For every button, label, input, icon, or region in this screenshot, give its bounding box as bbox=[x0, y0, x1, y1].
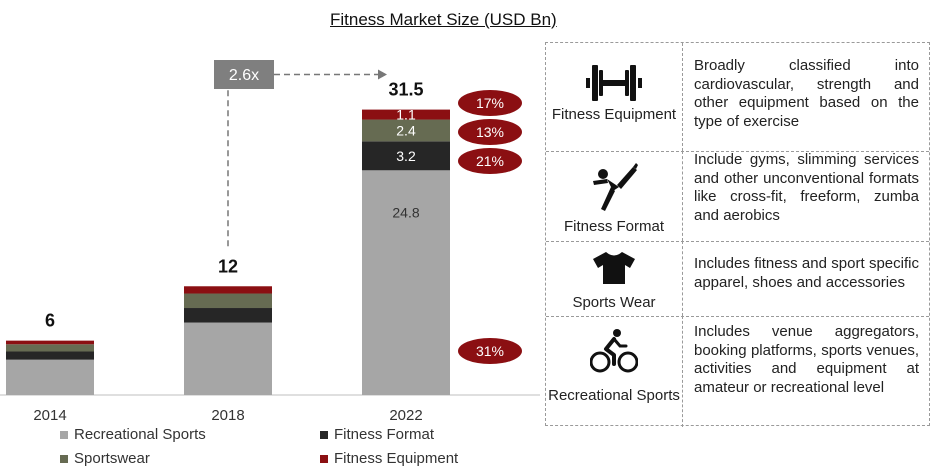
cagr-badge bbox=[458, 119, 522, 145]
icon-cell: Recreational Sports bbox=[546, 316, 683, 427]
row-caption: Fitness Format bbox=[563, 218, 665, 235]
cagr-badge-label: 17% bbox=[476, 95, 504, 111]
tshirt-icon bbox=[593, 252, 635, 284]
panel-row-fitness-format: Fitness Format Include gyms, slimming se… bbox=[546, 151, 929, 241]
cagr-badge-label: 31% bbox=[476, 343, 504, 359]
panel-row-sports-wear: Sports Wear Includes fitness and sport s… bbox=[546, 241, 929, 316]
row-description: Broadly classified into cardiovascular, … bbox=[694, 57, 919, 130]
cyclist-icon bbox=[590, 329, 638, 373]
yoga-pose-icon bbox=[593, 163, 638, 211]
legend-label: Fitness Equipment bbox=[334, 450, 459, 467]
bar-segment-2014-0 bbox=[6, 359, 94, 395]
cagr-badge-label: 21% bbox=[476, 153, 504, 169]
x-tick-label: 2022 bbox=[389, 407, 422, 424]
row-caption: Fitness Equipment bbox=[551, 106, 677, 123]
row-caption: Sports Wear bbox=[572, 294, 656, 311]
bar-segment-2018-2 bbox=[184, 293, 272, 309]
legend-item-format: Fitness Format bbox=[320, 426, 434, 443]
x-tick-label: 2018 bbox=[211, 407, 244, 424]
row-description: Includes fitness and sport specific appa… bbox=[694, 255, 919, 291]
row-description: Include gyms, slimming services and othe… bbox=[694, 151, 919, 224]
cagr-badge bbox=[458, 90, 522, 116]
legend-swatch bbox=[320, 454, 328, 463]
legend-swatch bbox=[60, 454, 68, 463]
growth-multiple-label: 2.6x bbox=[229, 67, 259, 84]
bar-segment-2022-1 bbox=[362, 141, 450, 171]
row-description: Includes venue aggregators, booking plat… bbox=[694, 323, 919, 396]
stacked-bar-chart: 2014 6 2018 12 2022 31.5 24.8 3.2 2.41.1 17% 13% 21… bbox=[0, 60, 540, 424]
bar-segment-2022-2 bbox=[362, 119, 450, 142]
legend-label: Sportswear bbox=[74, 450, 150, 467]
bar-segment-2018-1 bbox=[184, 308, 272, 323]
legend-item-sportswear: Sportswear bbox=[60, 450, 150, 467]
segment-description-panel: Fitness Equipment Broadly classified int… bbox=[545, 42, 930, 427]
growth-multiple-box bbox=[214, 60, 274, 89]
data-label: 24.8 bbox=[392, 205, 419, 221]
legend-label: Fitness Format bbox=[334, 426, 435, 443]
icon-cell: Fitness Format bbox=[546, 151, 683, 241]
data-label: 3.2 bbox=[396, 148, 416, 164]
panel-row-fitness-equipment: Fitness Equipment Broadly classified int… bbox=[546, 43, 929, 151]
legend-item-equipment: Fitness Equipment bbox=[320, 450, 458, 467]
bar-segment-2022-0 bbox=[362, 170, 450, 395]
legend-swatch bbox=[320, 430, 328, 439]
bar-segment-2014-3 bbox=[6, 340, 94, 345]
legend-item-recreational: Recreational Sports bbox=[60, 426, 206, 443]
panel-row-recreational-sports: Recreational Sports Includes venue aggre… bbox=[546, 316, 929, 427]
bar-segment-2014-2 bbox=[6, 344, 94, 352]
row-divider bbox=[546, 316, 929, 317]
legend-label: Recreational Sports bbox=[74, 426, 206, 443]
data-label: 2.4 bbox=[396, 122, 416, 138]
dumbbell-icon bbox=[586, 65, 642, 101]
row-caption: Recreational Sports bbox=[548, 387, 680, 404]
legend-swatch bbox=[60, 430, 68, 439]
total-label: 31.5 bbox=[388, 80, 423, 100]
arrow-head-icon bbox=[378, 69, 387, 80]
total-label: 12 bbox=[218, 256, 238, 276]
bar-segment-2014-1 bbox=[6, 351, 94, 360]
cagr-badge-label: 13% bbox=[476, 124, 504, 140]
icon-cell: Fitness Equipment bbox=[546, 43, 683, 151]
data-label: 1.1 bbox=[396, 107, 416, 123]
bar-segment-2022-3 bbox=[362, 109, 450, 120]
cagr-badge bbox=[458, 338, 522, 364]
chart-title: Fitness Market Size (USD Bn) bbox=[330, 10, 557, 29]
row-divider bbox=[546, 151, 929, 152]
x-tick-label: 2014 bbox=[33, 407, 66, 424]
icon-cell: Sports Wear bbox=[546, 241, 683, 316]
cagr-badge bbox=[458, 148, 522, 174]
bar-segment-2018-3 bbox=[184, 286, 272, 294]
total-label: 6 bbox=[45, 311, 55, 331]
bar-segment-2018-0 bbox=[184, 322, 272, 395]
row-divider bbox=[546, 241, 929, 242]
